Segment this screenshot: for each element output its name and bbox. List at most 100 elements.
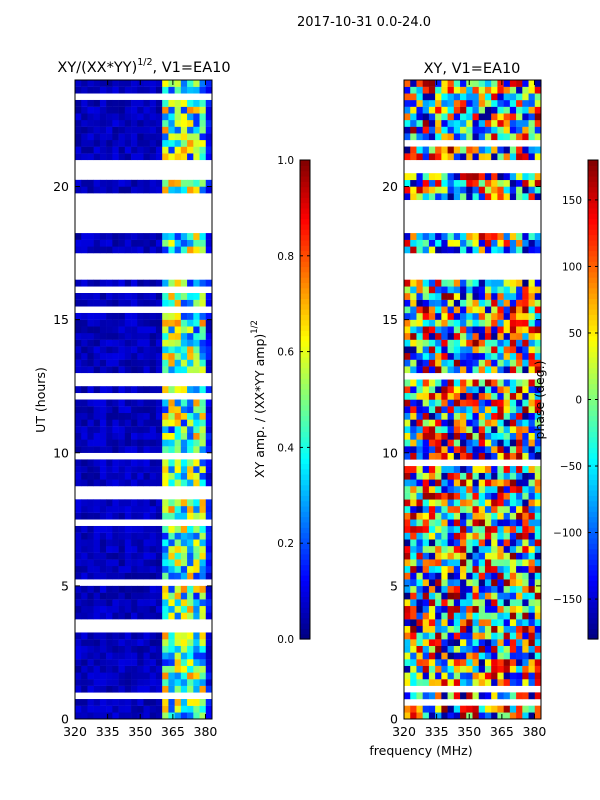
shared-xlabel: frequency (MHz) (369, 743, 472, 758)
heatmap-cell (453, 552, 461, 560)
heatmap-cell (99, 299, 107, 307)
heatmap-cell (118, 279, 126, 287)
heatmap-cell (516, 299, 523, 307)
heatmap-cell (174, 539, 182, 547)
colorbar-segment (588, 474, 598, 480)
heatmap-cell (162, 705, 169, 713)
heatmap-cell (422, 312, 430, 320)
heatmap-cell (497, 492, 504, 500)
heatmap-cell (87, 592, 94, 600)
heatmap-cell (87, 299, 94, 307)
heatmap-cell (453, 632, 461, 640)
heatmap-cell (162, 699, 169, 706)
heatmap-cell (528, 399, 536, 407)
heatmap-cell (131, 665, 138, 673)
heatmap-cell (416, 519, 423, 527)
heatmap-cell (466, 306, 473, 314)
heatmap-cell (447, 153, 455, 161)
heatmap-cell (522, 279, 529, 287)
heatmap-cell (87, 705, 94, 713)
heatmap-cell (522, 692, 529, 700)
heatmap-cell (484, 279, 492, 287)
heatmap-cell (441, 352, 448, 360)
heatmap-cell (497, 705, 504, 713)
heatmap-cell (478, 599, 486, 607)
heatmap-cell (460, 279, 467, 287)
heatmap-cell (410, 186, 417, 194)
heatmap-cell (441, 632, 448, 640)
heatmap-cell (509, 299, 517, 307)
heatmap-cell (81, 86, 88, 94)
heatmap-cell (180, 113, 188, 121)
heatmap-cell (187, 525, 194, 533)
colorbar-segment (588, 628, 598, 635)
heatmap-cell (404, 93, 411, 101)
heatmap-cell (509, 612, 517, 620)
heatmap-cell (180, 186, 188, 194)
heatmap-cell (118, 512, 126, 520)
colorbar-segment (588, 617, 598, 624)
colorbar-segment (300, 298, 310, 305)
heatmap-cell (516, 312, 523, 320)
heatmap-cell (528, 113, 536, 121)
heatmap-cell (428, 552, 436, 560)
heatmap-cell (118, 545, 126, 553)
heatmap-cell (447, 293, 455, 300)
heatmap-cell (447, 506, 455, 513)
heatmap-cell (528, 446, 536, 453)
heatmap-cell (174, 179, 182, 187)
heatmap-cell (168, 552, 175, 560)
heatmap-cell (447, 186, 455, 194)
heatmap-cell (124, 113, 132, 121)
heatmap-cell (503, 93, 511, 101)
heatmap-cell (93, 705, 101, 713)
heatmap-cell (174, 665, 182, 673)
heatmap-cell (99, 312, 107, 320)
heatmap-cell (466, 632, 473, 640)
heatmap-cell (149, 412, 157, 420)
heatmap-cell (503, 552, 511, 560)
heatmap-cell (503, 346, 511, 354)
heatmap-cell (199, 426, 207, 433)
heatmap-cell (422, 585, 430, 593)
heatmap-cell (509, 146, 517, 154)
heatmap-cell (453, 133, 461, 141)
colorbar-segment (300, 239, 310, 246)
heatmap-cell (75, 472, 82, 480)
heatmap-cell (472, 645, 480, 653)
heatmap-cell (453, 119, 461, 127)
heatmap-cell (131, 279, 138, 287)
heatmap-cell (205, 705, 213, 713)
heatmap-cell (137, 312, 144, 320)
heatmap-cell (497, 619, 504, 627)
heatmap-cell (99, 139, 107, 147)
heatmap-cell (118, 399, 126, 407)
heatmap-cell (168, 312, 175, 320)
heatmap-cell (472, 426, 480, 433)
heatmap-cell (168, 426, 175, 433)
heatmap-cell (81, 552, 88, 560)
heatmap-cell (137, 545, 144, 553)
heatmap-cell (137, 565, 144, 573)
heatmap-cell (453, 479, 461, 487)
heatmap-cell (106, 179, 113, 187)
heatmap-cell (112, 279, 119, 287)
heatmap-cell (491, 419, 498, 427)
heatmap-cell (143, 565, 151, 573)
heatmap-cell (137, 679, 144, 686)
heatmap-cell (93, 466, 101, 473)
heatmap-cell (131, 565, 138, 573)
heatmap-cell (174, 525, 182, 533)
heatmap-cell (466, 552, 473, 560)
colorbar-segment (588, 585, 598, 592)
heatmap-cell (187, 133, 194, 141)
heatmap-cell (497, 233, 504, 240)
heatmap-cell (87, 712, 94, 720)
heatmap-cell (472, 659, 480, 666)
heatmap-cell (81, 472, 88, 480)
heatmap-cell (187, 552, 194, 560)
heatmap-cell (118, 186, 126, 194)
colorbar-segment (588, 404, 598, 411)
heatmap-cell (118, 332, 126, 340)
heatmap-cell (168, 672, 175, 680)
